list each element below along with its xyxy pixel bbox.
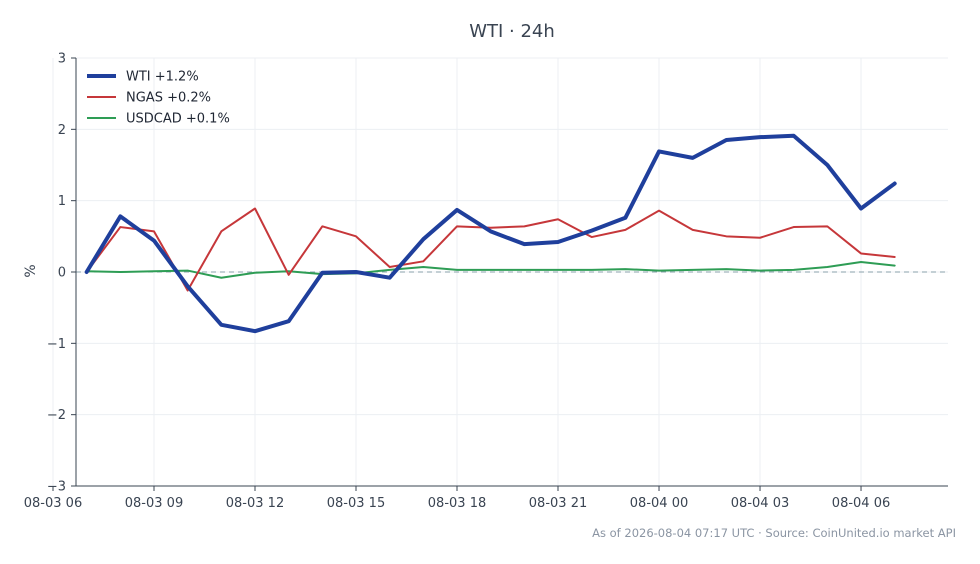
legend-label: NGAS +0.2%: [126, 91, 211, 106]
x-tick-label: 08-03 18: [428, 496, 486, 511]
y-tick-label: −1: [47, 337, 66, 352]
series-line-1: [84, 133, 897, 334]
y-tick-label: 0: [58, 266, 66, 281]
series-line-3: [85, 261, 896, 279]
x-tick-label: 08-03 09: [125, 496, 183, 511]
x-tick-label: 08-04 03: [731, 496, 789, 511]
series-line-2: [85, 207, 896, 292]
y-tick-label: 3: [58, 52, 66, 67]
y-axis-label: %: [23, 264, 39, 277]
x-tick-label: 08-03 15: [327, 496, 385, 511]
y-tick-label: −2: [47, 408, 66, 423]
legend-label: WTI +1.2%: [126, 70, 199, 85]
x-tick-label: 08-03 12: [226, 496, 284, 511]
footer-source-note: As of 2026-08-04 07:17 UTC · Source: Coi…: [592, 526, 956, 540]
legend: WTI +1.2% NGAS +0.2% USDCAD +0.1%: [87, 70, 230, 127]
axes: 3 2 1 0 −1 −2 −308-03 06 08-03 09 08-03 12 08-03 …: [24, 52, 948, 511]
x-tick-label: 08-04 00: [630, 496, 688, 511]
grid: [52, 57, 948, 487]
y-tick-label: 1: [58, 194, 66, 209]
legend-label: USDCAD +0.1%: [126, 112, 230, 127]
chart-title: WTI · 24h: [469, 21, 555, 42]
y-tick-label: −3: [47, 480, 66, 495]
series-lines: [84, 133, 897, 334]
y-tick-label: 2: [58, 123, 66, 138]
x-tick-label: 08-03 21: [529, 496, 587, 511]
x-tick-label: 08-03 06: [24, 496, 82, 511]
x-tick-label: 08-04 06: [832, 496, 890, 511]
